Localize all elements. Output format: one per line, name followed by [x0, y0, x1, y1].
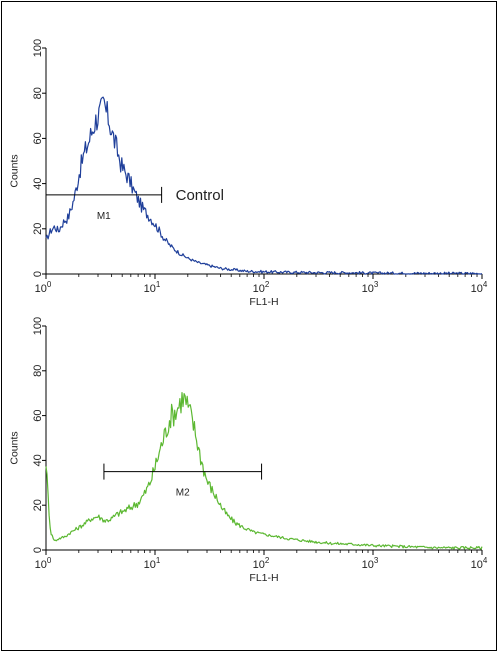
y-tick-label: 20 — [32, 499, 44, 511]
y-tick-label: 40 — [32, 454, 44, 466]
y-tick-label: 20 — [32, 223, 44, 235]
y-tick-label: 80 — [32, 87, 44, 99]
y-tick-label: 100 — [32, 317, 44, 335]
gate-label: M2 — [176, 488, 190, 499]
control-annotation: Control — [176, 187, 224, 204]
y-tick-label: 60 — [32, 132, 44, 144]
x-tick-label: 103 — [362, 556, 379, 571]
x-tick-label: 101 — [144, 280, 161, 295]
x-tick-label: 102 — [253, 280, 270, 295]
x-tick-label: 104 — [471, 556, 488, 571]
y-axis-title: Counts — [9, 154, 21, 187]
y-axis-title: Counts — [9, 431, 21, 464]
histogram-panel-top: 0 20 40 60 80 100 100 101 102 103 104 FL1-H Counts M1… — [9, 39, 488, 308]
y-tick-label: 100 — [32, 39, 44, 57]
x-tick-label: 104 — [471, 280, 488, 295]
histogram-panel-bottom: 0 20 40 60 80 100 100 101 102 103 104 FL1-H Counts M2 — [9, 317, 488, 584]
gate-label: M1 — [97, 211, 111, 222]
y-tick-label: 60 — [32, 409, 44, 421]
y-tick-label: 40 — [32, 177, 44, 189]
y-tick-label: 80 — [32, 365, 44, 377]
x-tick-label: 102 — [253, 556, 270, 571]
y-tick-label: 0 — [32, 547, 44, 553]
histogram-trace-top — [45, 96, 483, 275]
x-tick-label: 101 — [144, 556, 161, 571]
x-axis-title: FL1-H — [249, 572, 278, 584]
histogram-trace-bottom — [45, 392, 483, 550]
x-tick-label: 100 — [35, 280, 52, 295]
x-tick-label: 100 — [35, 556, 52, 571]
x-axis-title: FL1-H — [249, 296, 278, 308]
x-tick-label: 103 — [362, 280, 379, 295]
y-tick-label: 0 — [32, 271, 44, 277]
